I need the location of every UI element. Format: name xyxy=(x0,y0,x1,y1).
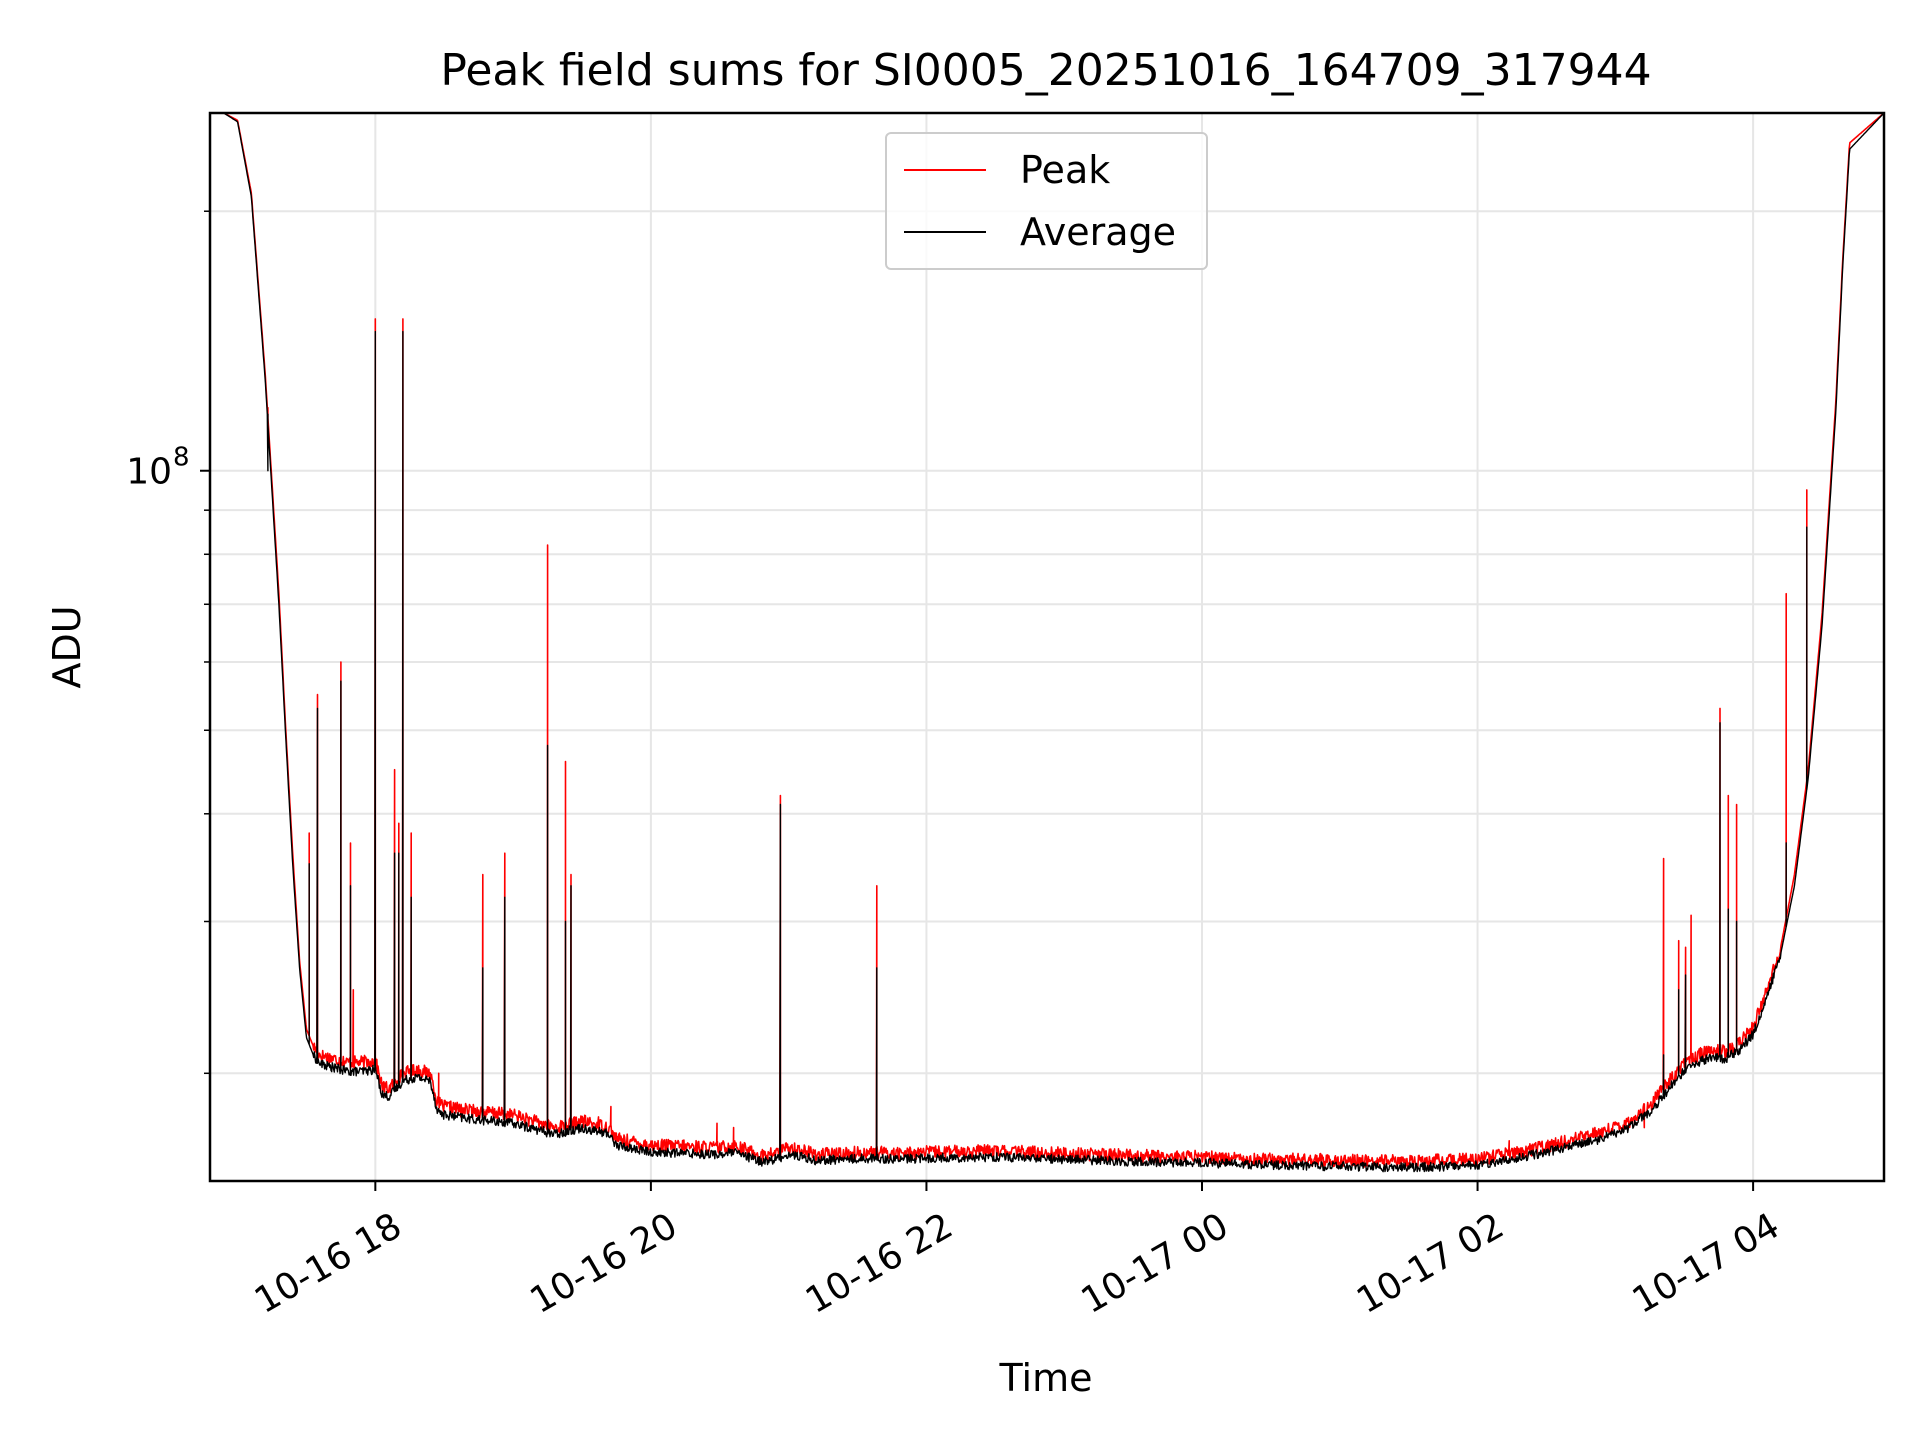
series-average xyxy=(210,113,1884,1173)
chart-title: Peak field sums for SI0005_20251016_1647… xyxy=(440,45,1651,96)
y-axis-label: ADU xyxy=(45,605,89,688)
x-axis-label: Time xyxy=(999,1356,1093,1400)
legend-frame xyxy=(885,132,1208,270)
x-tick-label: 10-17 00 xyxy=(1075,1205,1236,1321)
y-tick-label-base: 10 xyxy=(126,452,172,493)
x-tick-label: 10-17 02 xyxy=(1350,1205,1511,1321)
x-tick-label: 10-16 22 xyxy=(799,1205,960,1321)
y-tick-label-exponent: 8 xyxy=(173,443,190,473)
legend: Peak Average xyxy=(885,132,1208,270)
legend-label-average: Average xyxy=(1020,210,1176,254)
series-line-peak xyxy=(210,113,1884,1169)
y-axis: 10 8 xyxy=(126,210,210,1075)
axes-frame xyxy=(208,111,1886,1183)
grid xyxy=(210,113,1884,1181)
legend-label-peak: Peak xyxy=(1020,148,1110,192)
plot-area xyxy=(210,113,1884,1173)
x-tick-label: 10-16 18 xyxy=(248,1205,409,1321)
x-tick-label: 10-17 04 xyxy=(1626,1205,1787,1321)
series-peak xyxy=(210,113,1884,1169)
x-axis: 10-16 18 10-16 20 10-16 22 10-17 00 10-17 02… xyxy=(248,1181,1786,1322)
series-line-average xyxy=(210,113,1884,1173)
x-tick-label: 10-16 20 xyxy=(524,1205,685,1321)
